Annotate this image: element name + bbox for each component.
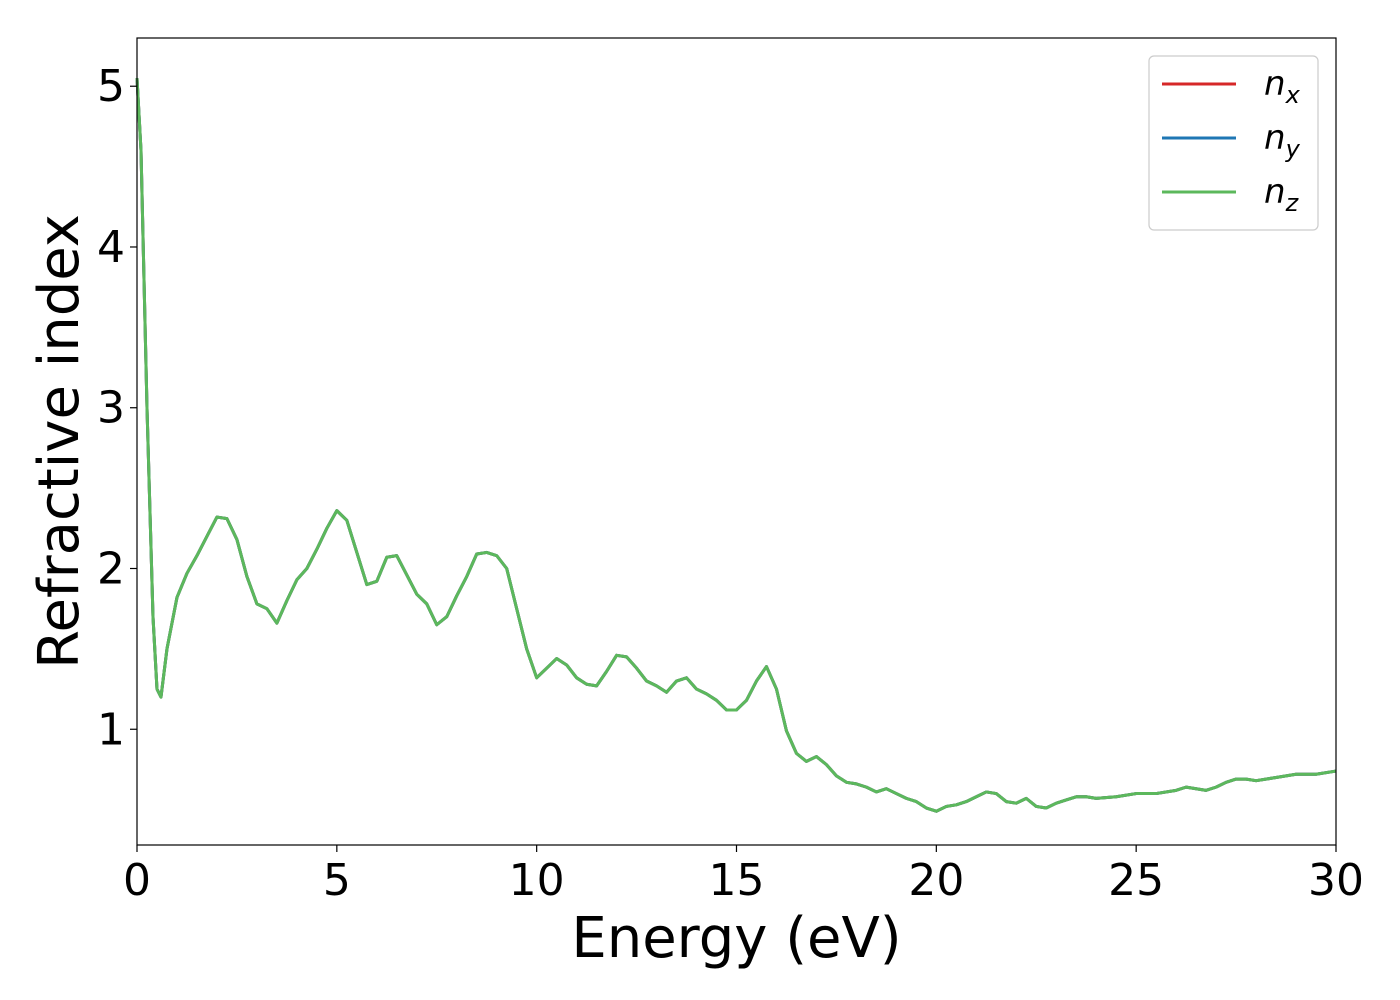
series-layer bbox=[135, 78, 1337, 813]
x-tick-label: 25 bbox=[1108, 855, 1164, 906]
series-line-n-z bbox=[135, 78, 1337, 813]
y-tick-label: 2 bbox=[97, 543, 125, 594]
x-tick-label: 15 bbox=[709, 855, 765, 906]
x-tick-label: 5 bbox=[323, 855, 351, 906]
y-tick-label: 3 bbox=[97, 383, 125, 434]
x-tick-label: 30 bbox=[1308, 855, 1364, 906]
x-tick-label: 10 bbox=[509, 855, 565, 906]
legend-label-n-x: nx bbox=[1264, 64, 1301, 109]
y-tick-label: 5 bbox=[97, 61, 125, 112]
y-tick-label: 1 bbox=[97, 704, 125, 755]
legend-box bbox=[1148, 55, 1319, 231]
x-axis-label: Energy (eV) bbox=[571, 906, 901, 971]
legend-label-n-z: nz bbox=[1264, 172, 1300, 217]
y-tick-label: 4 bbox=[97, 222, 125, 273]
legend-label-n-y: ny bbox=[1264, 118, 1301, 163]
x-axis-ticks: 0 5 10 15 20 25 30 bbox=[123, 845, 1364, 906]
y-axis-label: Refractive index bbox=[27, 214, 92, 669]
y-axis-ticks: 1 2 3 4 5 bbox=[97, 61, 137, 755]
x-tick-label: 20 bbox=[908, 855, 964, 906]
x-tick-label: 0 bbox=[123, 855, 151, 906]
legend: nx ny nz bbox=[1148, 55, 1319, 231]
